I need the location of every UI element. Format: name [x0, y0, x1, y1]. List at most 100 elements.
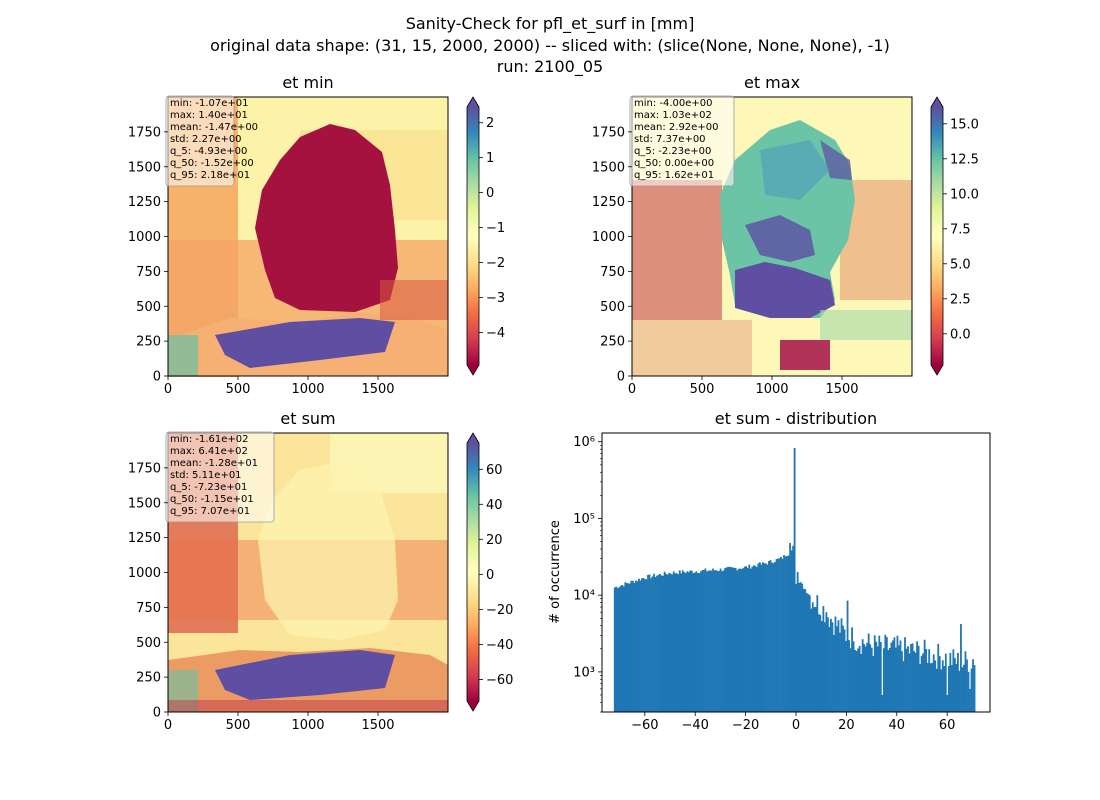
histogram-bar [833, 634, 835, 712]
histogram-bar [846, 600, 849, 712]
colorbar-tick-label: −2 [486, 256, 505, 271]
colorbar: 2 1 0 −1 −2 −3 −4 [466, 96, 505, 376]
histogram-bar [761, 562, 764, 712]
y-tick-label: 1250 [128, 531, 161, 546]
y-tick-label: 500 [600, 300, 625, 315]
stat-line: max: 1.03e+02 [634, 110, 712, 121]
x-tick-label: 500 [226, 382, 251, 397]
histogram-bar [836, 626, 838, 712]
histogram-bar [907, 646, 909, 712]
histogram-bar [718, 570, 720, 712]
y-tick-label: 1000 [128, 230, 161, 245]
histogram-bar [831, 622, 834, 712]
histogram-bar [893, 637, 896, 712]
colorbar-ticks: 60 40 20 0 −20 −40 −60 [479, 463, 513, 688]
histogram-bar [814, 606, 817, 712]
x-tick-label: 1500 [361, 718, 394, 733]
histogram-bar [937, 643, 940, 712]
colorbar-tick-label: 15.0 [950, 117, 979, 132]
histogram-bar [944, 653, 947, 712]
histogram-panel: et sum - distribution # of occurrence −6… [548, 409, 991, 733]
histogram-bar [934, 660, 937, 712]
map-axis-ticks: 0 500 1000 1500 0 250 500 750 1000 1250 1500 1750 [128, 125, 395, 397]
histogram-bar [677, 574, 680, 712]
histogram-bar [630, 580, 633, 712]
stat-line: q_50: 0.00e+00 [634, 158, 714, 169]
map-axis-ticks: 0 500 1000 1500 0 250 500 750 1000 1250 1500 1750 [128, 461, 395, 733]
y-tick-label: 0 [153, 706, 161, 721]
histogram-bar [742, 568, 745, 712]
histogram-bar [950, 665, 953, 712]
histogram-bar [619, 585, 622, 712]
histogram-bar [758, 562, 761, 712]
histogram-bar [757, 563, 760, 712]
histogram-bar [972, 659, 974, 712]
histogram-bar [816, 595, 819, 712]
histogram-bar [635, 580, 637, 712]
histogram-bar [842, 625, 844, 712]
histogram-bar [775, 559, 778, 712]
histogram-bar [789, 542, 792, 712]
histogram-bar [745, 566, 748, 712]
histogram-bar [642, 578, 645, 712]
histogram-bar [808, 595, 811, 712]
histogram-bar [727, 566, 730, 712]
histogram-bar [683, 572, 686, 712]
colorbar-tick-label: 0 [486, 568, 494, 583]
histogram-bar [830, 618, 832, 712]
histogram-bar [941, 660, 944, 712]
colorbar-ticks: 15.0 12.5 10.0 7.5 5.0 2.5 0.0 [943, 117, 979, 342]
histogram-bar [875, 641, 878, 712]
y-tick-label: 1500 [128, 160, 161, 175]
stat-line: q_50: -1.15e+01 [170, 494, 254, 505]
histogram-bar [653, 573, 655, 712]
stat-line: q_95: 1.62e+01 [634, 170, 714, 181]
histogram-bar [840, 618, 843, 712]
histogram-bar [792, 545, 795, 712]
y-tick-label: 1500 [592, 160, 625, 175]
x-tick-label: 0 [628, 382, 636, 397]
histogram-bar [931, 662, 934, 712]
histogram-bar [960, 624, 962, 712]
histogram-bar [636, 581, 639, 712]
histogram-bars [613, 447, 976, 712]
y-tick-label: 10⁶ [573, 435, 595, 450]
histogram-bar [848, 640, 850, 712]
histogram-bar [647, 574, 649, 712]
stat-line: min: -4.00e+00 [634, 98, 713, 109]
histogram-bar [651, 576, 654, 712]
histogram-bar [854, 649, 857, 712]
histogram-bar [926, 662, 929, 712]
histogram-bar [707, 570, 710, 712]
histogram-bar [765, 563, 767, 712]
histogram-bar [956, 652, 959, 712]
histogram-bar [801, 583, 804, 712]
stat-line: mean: -1.47e+00 [170, 122, 258, 133]
histogram-bar [704, 568, 707, 712]
histogram-bar [916, 641, 918, 712]
histogram-bar [872, 656, 875, 712]
stat-line: q_5: -7.23e+01 [170, 482, 247, 493]
histogram-bar [627, 583, 630, 712]
histogram-bar [882, 648, 885, 712]
histogram-bar [621, 584, 624, 712]
histogram-bar [746, 568, 749, 712]
histogram-bar [700, 571, 702, 712]
map-panel-et-min: et min min: -1.07e+01 max: 1.40e+01 mean… [128, 73, 505, 397]
y-tick-label: 1000 [592, 230, 625, 245]
y-tick-label: 10⁴ [573, 589, 595, 604]
histogram-bar [728, 566, 731, 712]
histogram-bar [749, 568, 752, 712]
histogram-bar [969, 688, 971, 712]
histogram-bar [876, 646, 879, 712]
x-tick-label: −20 [732, 718, 759, 733]
colorbar-tick-label: 0 [486, 186, 494, 201]
stat-line: min: -1.07e+01 [170, 98, 249, 109]
histogram-bar [804, 589, 807, 712]
histogram-bar [958, 670, 961, 712]
histogram-bar [755, 567, 758, 712]
histogram-bar [695, 571, 698, 712]
histogram-bar [949, 652, 952, 712]
histogram-bar [686, 571, 689, 712]
